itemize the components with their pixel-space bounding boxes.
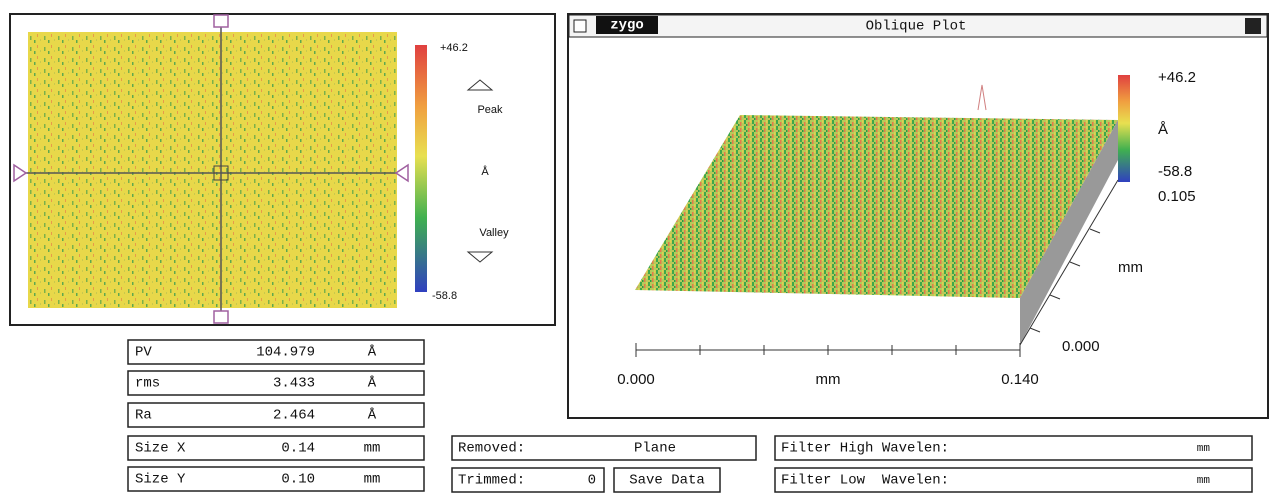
- menu-button[interactable]: [1245, 18, 1261, 34]
- stat-value: 2.464: [273, 408, 315, 424]
- plot-title: Oblique Plot: [866, 19, 967, 35]
- handle-bottom[interactable]: [214, 311, 228, 323]
- filter-low-unit: mm: [1197, 475, 1211, 487]
- x-min-label: 0.000: [617, 371, 655, 388]
- stat-unit: mm: [364, 441, 381, 457]
- trimmed-value[interactable]: 0: [588, 473, 596, 489]
- stat-name: Ra: [135, 408, 152, 424]
- filter-high-unit: mm: [1197, 443, 1211, 455]
- stat-unit: Å: [368, 407, 377, 424]
- surface-map: [28, 32, 397, 308]
- x-unit-label: mm: [816, 371, 841, 388]
- y-max-label: 0.105: [1158, 188, 1196, 205]
- peak-arrow[interactable]: [468, 80, 492, 90]
- stat-name: Size Y: [135, 472, 186, 488]
- scale-min: -58.8: [432, 290, 457, 302]
- logo: zygo: [610, 18, 644, 34]
- plot-color-bar: [1118, 75, 1130, 182]
- spike: [978, 85, 986, 110]
- screen: +46.2 Peak Å Valley -58.8 zygo Oblique P…: [0, 0, 1274, 493]
- stat-unit: mm: [364, 472, 381, 488]
- plot-scale-min: -58.8: [1158, 163, 1192, 180]
- stat-name: PV: [135, 345, 152, 361]
- stat-name: rms: [135, 376, 160, 392]
- stat-value: 3.433: [273, 376, 315, 392]
- y-unit-label: mm: [1118, 259, 1143, 276]
- stat-value: 0.10: [281, 472, 315, 488]
- handle-left[interactable]: [14, 165, 26, 181]
- removed-label: Removed:: [458, 441, 525, 457]
- x-axis: [636, 343, 1020, 357]
- filter-high-label: Filter High Wavelen:: [781, 441, 949, 457]
- plot-unit: Å: [1158, 121, 1168, 138]
- plot-scale-max: +46.2: [1158, 69, 1196, 86]
- stat-value: 104.979: [256, 345, 315, 361]
- y-min-label: 0.000: [1062, 338, 1100, 355]
- valley-arrow[interactable]: [468, 252, 492, 262]
- peak-label: Peak: [477, 104, 503, 116]
- stat-name: Size X: [135, 441, 186, 457]
- removed-value[interactable]: Plane: [634, 441, 676, 457]
- unit-label: Å: [481, 165, 489, 178]
- handle-right[interactable]: [396, 165, 408, 181]
- color-bar: [415, 45, 427, 292]
- handle-top[interactable]: [214, 15, 228, 27]
- valley-label: Valley: [479, 227, 509, 239]
- filter-low-label: Filter Low Wavelen:: [781, 473, 949, 489]
- x-max-label: 0.140: [1001, 371, 1039, 388]
- trimmed-label: Trimmed:: [458, 473, 525, 489]
- save-label[interactable]: Save Data: [629, 473, 705, 489]
- stat-value: 0.14: [281, 441, 315, 457]
- scale-max: +46.2: [440, 42, 468, 54]
- stat-unit: Å: [368, 375, 377, 392]
- close-button[interactable]: [574, 20, 586, 32]
- stat-unit: Å: [368, 344, 377, 361]
